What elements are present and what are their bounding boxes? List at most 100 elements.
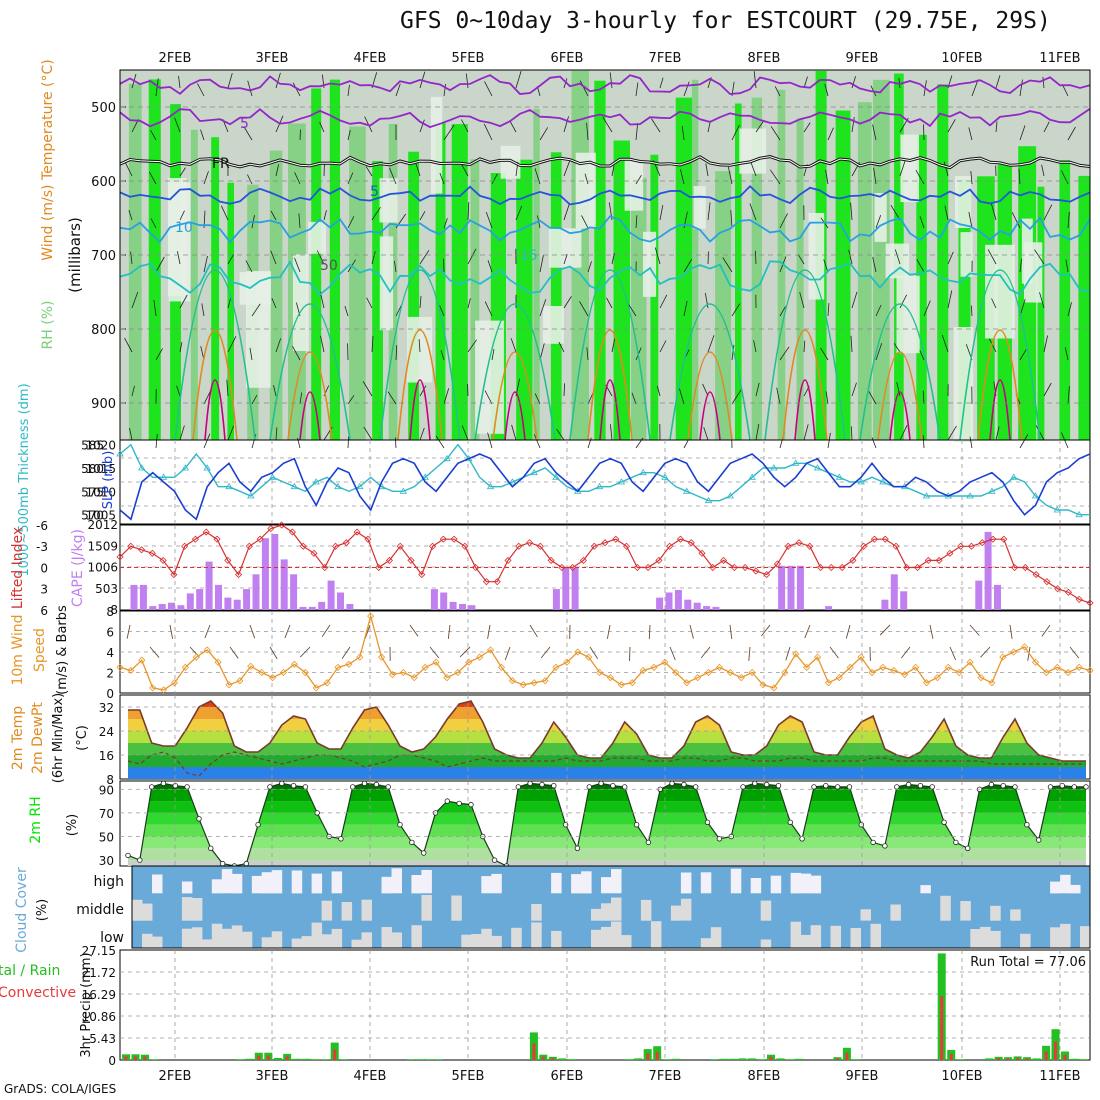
li-point-85 — [1032, 571, 1040, 579]
rh2m-band-3 — [128, 824, 1086, 837]
wind10m-barb-31 — [748, 646, 751, 661]
precip-bar-70 — [786, 1059, 794, 1060]
rh2m-point-65 — [894, 784, 900, 790]
wind-barb-18-7 — [563, 383, 565, 397]
wind-barb-37-8 — [1019, 434, 1029, 449]
thickness-point-88 — [1075, 510, 1083, 518]
cape-bar-61 — [703, 606, 711, 610]
temp-band-6 — [128, 701, 1086, 707]
wind-barb-31-2 — [873, 167, 877, 185]
wind-barb-9-8 — [347, 436, 349, 449]
temp-label-a: 2m Temp — [10, 706, 26, 770]
wind-barb-5-7 — [251, 395, 258, 405]
wind-speed-point-1 — [127, 666, 135, 675]
warm-bulge-2-0 — [379, 269, 461, 441]
thickness-point-60 — [770, 464, 778, 471]
wind-speed-point-9 — [214, 658, 222, 666]
wind-barb-20-5 — [606, 297, 613, 309]
li-point-80 — [978, 539, 986, 547]
wind-barb-37-5 — [1019, 298, 1026, 317]
cloud-cell-0-2 — [152, 874, 163, 894]
wind-speed-point-15 — [279, 668, 288, 677]
wind-barb-36-8 — [995, 426, 1000, 441]
wind-barb-1-2 — [148, 171, 157, 185]
rh2m-point-24 — [409, 839, 415, 846]
cape-bar-18 — [299, 606, 307, 610]
rh-dry-patch-21 — [1024, 242, 1043, 303]
wind-speed-point-81 — [999, 653, 1007, 661]
rh2m-tick-2: 70 — [99, 807, 114, 821]
wind-barb-13-7 — [443, 388, 450, 405]
wind10m-barb-1 — [149, 646, 160, 658]
wind10m-barb-40 — [929, 624, 934, 639]
wind-barb-27-5 — [779, 306, 786, 317]
cape-bar-20 — [318, 601, 326, 610]
wind-barb-3-1 — [200, 129, 205, 141]
wind-barb-4-5 — [227, 298, 231, 309]
wind-speed-point-30 — [443, 674, 451, 682]
wind-barb-17-1 — [539, 127, 549, 141]
cloud-cell-2-49 — [621, 935, 632, 948]
wind-tick-3: 6 — [106, 626, 114, 640]
li-point-73 — [903, 563, 911, 572]
wind-speed-point-86 — [1053, 663, 1061, 671]
thickness-label: 1000~500mb Thickness (dm) — [17, 383, 32, 576]
precip-conv-bar-87 — [949, 1053, 953, 1060]
wind-barb-33-6 — [919, 350, 925, 361]
day-label-bottom-4: 6FEB — [551, 1069, 584, 1084]
cloud-cell-1-29 — [421, 895, 432, 921]
wind-barb-15-4 — [487, 260, 493, 273]
rh2m-point-44 — [645, 839, 652, 846]
cloud-cell-1-83 — [960, 901, 971, 921]
rh2m-point-69 — [941, 819, 947, 825]
cape-tick-4: 2012 — [87, 518, 118, 532]
wind-barb-20-1 — [602, 116, 613, 133]
thickness-point-2 — [138, 464, 146, 471]
cloud-cell-0-42 — [551, 872, 562, 894]
wind-barb-1-3 — [150, 218, 157, 229]
rh-dry-patch-23 — [896, 275, 920, 354]
wind-barb-6-7 — [273, 385, 277, 397]
wind-speed-point-72 — [901, 670, 909, 679]
rh2m-point-66 — [905, 781, 912, 788]
cloud-cell-1-76 — [890, 904, 901, 921]
rh-dry-patch-26 — [542, 306, 564, 344]
wind-barb-13-2 — [439, 172, 445, 185]
day-label-top-7: 9FEB — [846, 51, 879, 66]
wind-barb-27-3 — [779, 213, 788, 229]
rh2m-point-2 — [148, 784, 155, 790]
rh-plume-5 — [227, 182, 234, 440]
precip-bar-69 — [776, 1058, 785, 1060]
cloud-frame — [131, 865, 1091, 949]
wind10m-barb-26 — [648, 624, 651, 640]
wind-speed-point-67 — [846, 663, 854, 671]
li-point-71 — [881, 535, 889, 543]
wind10m-barb-17 — [459, 646, 471, 658]
thickness-point-36 — [508, 478, 517, 485]
precip-bar-12 — [235, 1059, 244, 1060]
wind-barb-38-1 — [1043, 121, 1050, 133]
wind-barb-35-1 — [968, 127, 973, 141]
li-point-58 — [741, 563, 749, 572]
li-point-79 — [967, 542, 976, 550]
li-point-22 — [353, 528, 361, 536]
wind-barb-6-5 — [271, 298, 277, 309]
thickness-point-82 — [1010, 473, 1018, 480]
li-point-15 — [278, 521, 286, 529]
wind-barb-19-6 — [586, 347, 589, 361]
li-point-9 — [213, 535, 221, 543]
thickness-point-30 — [443, 454, 451, 462]
wind-barb-14-7 — [467, 383, 469, 397]
wind-barb-10-5 — [366, 297, 373, 309]
wind-speed-point-5 — [170, 679, 179, 687]
wind-barb-34-5 — [947, 290, 953, 309]
wind-speed-point-53 — [694, 674, 702, 682]
isotherm-minus5-line — [119, 107, 1091, 129]
day-label-top-3: 5FEB — [452, 51, 485, 66]
wind-speed-point-65 — [824, 679, 832, 687]
precip-conv-bar-43 — [532, 1043, 536, 1060]
precip-tick-5: 27.15 — [82, 944, 116, 958]
wind-speed-point-44 — [595, 668, 604, 677]
rh-plume-27 — [675, 97, 693, 440]
wind10m-barb-14 — [409, 624, 419, 637]
